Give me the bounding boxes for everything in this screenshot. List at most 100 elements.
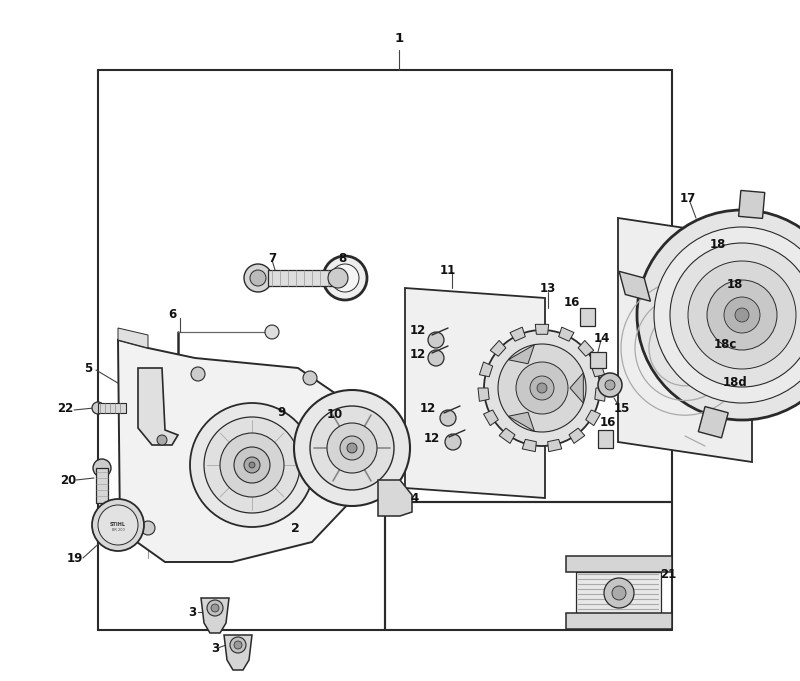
Text: 10: 10	[327, 409, 343, 422]
Polygon shape	[378, 480, 412, 516]
Text: 7: 7	[268, 251, 276, 264]
Circle shape	[207, 600, 223, 616]
Circle shape	[612, 586, 626, 600]
Circle shape	[530, 376, 554, 400]
Circle shape	[303, 371, 317, 385]
Polygon shape	[586, 410, 601, 426]
Circle shape	[191, 367, 205, 381]
Text: 12: 12	[410, 349, 426, 362]
Polygon shape	[590, 352, 606, 368]
Circle shape	[249, 462, 255, 468]
Text: 9: 9	[278, 405, 286, 419]
Circle shape	[220, 433, 284, 497]
Text: 14: 14	[594, 332, 610, 345]
Circle shape	[347, 443, 357, 453]
Polygon shape	[738, 191, 765, 219]
Polygon shape	[479, 362, 493, 377]
Text: 13: 13	[540, 281, 556, 294]
Circle shape	[310, 406, 394, 490]
Text: 17: 17	[680, 191, 696, 204]
Circle shape	[234, 447, 270, 483]
Circle shape	[190, 403, 314, 527]
Bar	[566, 556, 672, 572]
Polygon shape	[224, 635, 252, 670]
Text: 4: 4	[411, 492, 419, 505]
Circle shape	[244, 264, 272, 292]
Circle shape	[204, 417, 300, 513]
Circle shape	[428, 350, 444, 366]
Circle shape	[498, 344, 586, 432]
Circle shape	[331, 264, 359, 292]
Circle shape	[157, 435, 167, 445]
Polygon shape	[201, 598, 229, 633]
Circle shape	[211, 604, 219, 612]
Polygon shape	[490, 340, 506, 356]
Circle shape	[244, 457, 260, 473]
Polygon shape	[569, 428, 585, 443]
Circle shape	[445, 434, 461, 450]
Text: 11: 11	[440, 264, 456, 276]
Polygon shape	[548, 439, 562, 452]
Polygon shape	[619, 271, 650, 301]
Text: 12: 12	[420, 402, 436, 415]
Circle shape	[323, 256, 367, 300]
Bar	[576, 572, 661, 614]
Circle shape	[637, 210, 800, 420]
Circle shape	[141, 411, 155, 425]
Circle shape	[294, 390, 410, 506]
Circle shape	[250, 270, 266, 286]
Polygon shape	[118, 340, 360, 562]
Circle shape	[654, 227, 800, 403]
Polygon shape	[591, 362, 605, 377]
Text: 5: 5	[84, 362, 92, 375]
Text: 2: 2	[290, 522, 299, 535]
Bar	[98, 403, 126, 413]
Circle shape	[484, 330, 600, 446]
Text: 8: 8	[338, 251, 346, 264]
Polygon shape	[698, 407, 728, 438]
Text: 20: 20	[60, 473, 76, 486]
Text: 16: 16	[600, 415, 616, 428]
Circle shape	[92, 499, 144, 551]
Bar	[268, 270, 336, 286]
Circle shape	[230, 637, 246, 653]
Text: 3: 3	[211, 642, 219, 654]
Circle shape	[688, 261, 796, 369]
Bar	[598, 430, 613, 448]
Circle shape	[537, 383, 547, 393]
Circle shape	[98, 505, 138, 545]
Circle shape	[440, 410, 456, 426]
Circle shape	[234, 641, 242, 649]
Text: 1: 1	[394, 31, 403, 44]
Polygon shape	[499, 428, 515, 443]
Text: 6: 6	[168, 308, 176, 321]
Text: 16: 16	[564, 296, 580, 308]
Text: 3: 3	[188, 605, 196, 618]
Polygon shape	[522, 439, 536, 452]
Circle shape	[328, 268, 348, 288]
Text: 21: 21	[660, 569, 676, 582]
Text: 18d: 18d	[722, 375, 747, 388]
Polygon shape	[510, 327, 526, 341]
Circle shape	[265, 325, 279, 339]
Text: 18: 18	[727, 279, 743, 291]
Polygon shape	[483, 410, 498, 426]
Text: STIHL: STIHL	[110, 522, 126, 526]
Text: 22: 22	[57, 402, 73, 415]
Circle shape	[327, 423, 377, 473]
Polygon shape	[138, 368, 178, 445]
Circle shape	[141, 521, 155, 535]
Circle shape	[93, 459, 111, 477]
Circle shape	[670, 243, 800, 387]
Bar	[566, 613, 672, 629]
Polygon shape	[578, 340, 594, 356]
Polygon shape	[535, 324, 549, 334]
Circle shape	[605, 380, 615, 390]
Circle shape	[604, 578, 634, 608]
Polygon shape	[570, 373, 583, 403]
Circle shape	[428, 332, 444, 348]
Circle shape	[724, 297, 760, 333]
Polygon shape	[595, 388, 606, 401]
Bar	[580, 308, 595, 326]
Circle shape	[92, 402, 104, 414]
